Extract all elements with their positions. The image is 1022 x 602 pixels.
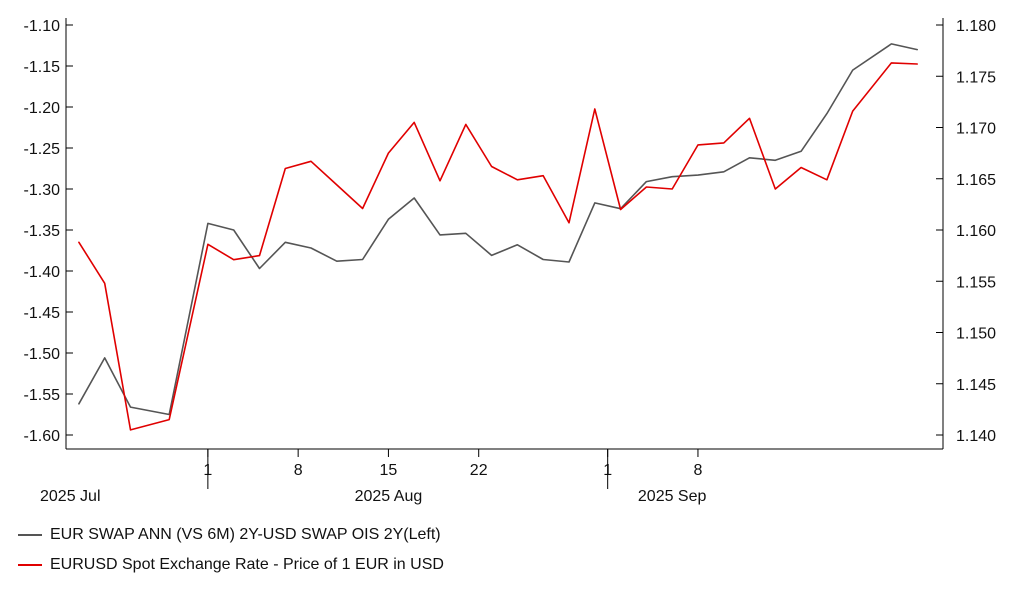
x-tick-label: 8 <box>694 462 703 479</box>
right-tick-label: 1.160 <box>956 223 996 240</box>
legend-swatch-eurusd <box>18 564 42 566</box>
axes: -1.10 -1.15 -1.20 -1.25 -1.30 -1.35 -1.40 -1.45… <box>24 18 996 505</box>
left-tick-label: -1.25 <box>24 141 61 158</box>
right-tick-label: 1.150 <box>956 326 996 343</box>
right-tick-label: 1.170 <box>956 121 996 138</box>
x-month-label: 2025 Sep <box>638 488 707 505</box>
legend-label-swap-spread: EUR SWAP ANN (VS 6M) 2Y-USD SWAP OIS 2Y(… <box>50 526 441 543</box>
left-tick-label: -1.40 <box>24 264 61 281</box>
legend-item-eurusd: EURUSD Spot Exchange Rate - Price of 1 E… <box>18 550 444 580</box>
left-tick-label: -1.55 <box>24 387 61 404</box>
right-tick-label: 1.175 <box>956 69 996 86</box>
legend-swatch-swap-spread <box>18 534 42 536</box>
x-tick-label: 15 <box>380 462 398 479</box>
series-line-swap-spread <box>78 43 919 416</box>
right-tick-label: 1.140 <box>956 428 996 445</box>
left-tick-label: -1.60 <box>24 428 61 445</box>
right-tick-label: 1.155 <box>956 274 996 291</box>
legend-label-eurusd: EURUSD Spot Exchange Rate - Price of 1 E… <box>50 556 444 573</box>
series-line-eurusd <box>78 62 919 431</box>
left-tick-label: -1.45 <box>24 305 61 322</box>
left-tick-label: -1.20 <box>24 100 61 117</box>
legend: EUR SWAP ANN (VS 6M) 2Y-USD SWAP OIS 2Y(… <box>18 520 444 580</box>
left-tick-label: -1.10 <box>24 18 61 35</box>
right-tick-label: 1.165 <box>956 172 996 189</box>
series-lines <box>78 43 919 431</box>
left-tick-label: -1.15 <box>24 59 61 76</box>
right-tick-label: 1.180 <box>956 18 996 35</box>
x-tick-label: 8 <box>294 462 303 479</box>
x-month-label: 2025 Aug <box>355 488 423 505</box>
left-tick-label: -1.35 <box>24 223 61 240</box>
legend-item-swap-spread: EUR SWAP ANN (VS 6M) 2Y-USD SWAP OIS 2Y(… <box>18 520 444 550</box>
left-tick-label: -1.50 <box>24 346 61 363</box>
left-tick-label: -1.30 <box>24 182 61 199</box>
right-tick-label: 1.145 <box>956 377 996 394</box>
x-tick-label: 22 <box>470 462 488 479</box>
x-month-label: 2025 Jul <box>40 488 101 505</box>
